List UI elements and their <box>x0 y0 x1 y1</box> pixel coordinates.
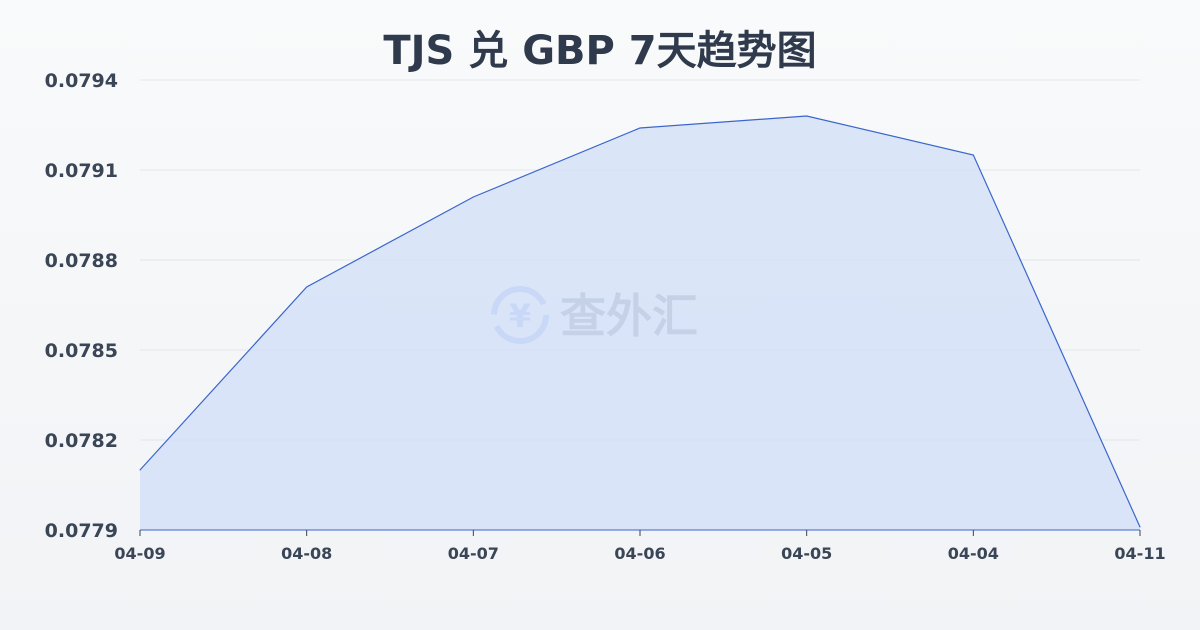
data-point <box>1139 526 1141 528</box>
y-tick-label: 0.0794 <box>45 70 118 92</box>
x-tick-label: 04-09 <box>114 544 165 563</box>
y-tick-label: 0.0782 <box>45 430 118 452</box>
data-point <box>639 127 641 129</box>
data-point <box>806 115 808 117</box>
area-fill <box>140 116 1140 530</box>
chart-title: TJS 兑 GBP 7天趋势图 <box>383 28 817 74</box>
x-tick-label: 04-11 <box>1114 544 1165 563</box>
y-tick-label: 0.0785 <box>45 340 118 362</box>
x-tick-label: 04-08 <box>281 544 332 563</box>
data-point <box>472 196 474 198</box>
y-tick-label: 0.0788 <box>45 250 118 272</box>
data-point <box>139 469 141 471</box>
y-tick-label: 0.0791 <box>45 160 118 182</box>
x-tick-label: 04-05 <box>781 544 832 563</box>
x-tick-label: 04-07 <box>448 544 499 563</box>
x-tick-label: 04-04 <box>948 544 999 563</box>
x-tick-label: 04-06 <box>614 544 665 563</box>
data-point <box>306 286 308 288</box>
data-point <box>972 154 974 156</box>
y-tick-label: 0.0779 <box>45 520 118 542</box>
